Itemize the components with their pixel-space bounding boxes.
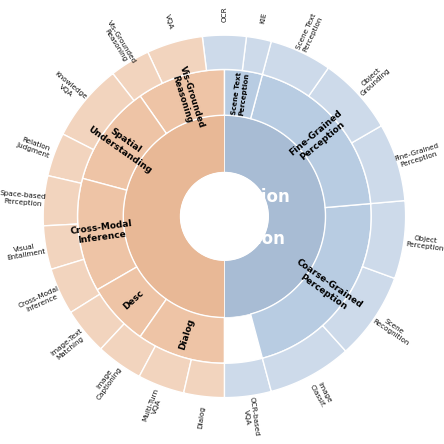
Text: Relation
Judgment: Relation Judgment	[16, 135, 53, 159]
Text: Object
Perception: Object Perception	[405, 234, 444, 252]
Polygon shape	[352, 126, 405, 203]
Polygon shape	[140, 70, 224, 134]
Polygon shape	[250, 75, 371, 207]
Polygon shape	[224, 70, 262, 119]
Text: Scene Text
Perception: Scene Text Perception	[296, 13, 324, 54]
Text: Scene
Recognition: Scene Recognition	[371, 312, 413, 347]
Text: Scene Text
Perception: Scene Text Perception	[231, 71, 250, 116]
Text: Visual
Entailment: Visual Entailment	[5, 242, 46, 262]
Polygon shape	[97, 267, 166, 337]
Polygon shape	[323, 266, 395, 351]
Text: Coarse-Grained
Perception: Coarse-Grained Perception	[288, 257, 364, 318]
Polygon shape	[101, 324, 155, 377]
Polygon shape	[250, 203, 371, 358]
Polygon shape	[63, 74, 134, 150]
Text: Dialog: Dialog	[197, 405, 206, 429]
Polygon shape	[148, 36, 206, 83]
Polygon shape	[224, 115, 325, 317]
Polygon shape	[140, 299, 224, 363]
Polygon shape	[71, 294, 124, 349]
Text: Image
Classif.: Image Classif.	[309, 380, 333, 408]
Text: Knowledge
VQA: Knowledge VQA	[49, 70, 88, 105]
Polygon shape	[224, 358, 271, 397]
Polygon shape	[202, 35, 246, 71]
Polygon shape	[262, 41, 328, 96]
Polygon shape	[123, 115, 224, 317]
Text: KIE: KIE	[259, 12, 267, 24]
Text: Fine-Grained
Perception: Fine-Grained Perception	[288, 108, 351, 165]
Text: Vis-Grounded
Reasoning: Vis-Grounded Reasoning	[168, 64, 206, 132]
Polygon shape	[48, 134, 94, 183]
Polygon shape	[184, 360, 224, 397]
Text: Perception: Perception	[189, 188, 290, 206]
Text: Cognition: Cognition	[195, 230, 285, 248]
Polygon shape	[44, 224, 84, 270]
Polygon shape	[309, 68, 381, 143]
Text: Space-based
Perception: Space-based Perception	[0, 190, 47, 207]
Polygon shape	[51, 259, 100, 313]
Text: Object
Grounding: Object Grounding	[355, 62, 392, 97]
Text: Desc: Desc	[121, 289, 145, 312]
Text: Vis-Grounded
Reasoning: Vis-Grounded Reasoning	[100, 20, 137, 68]
Text: Cross-Modal
Inference: Cross-Modal Inference	[18, 285, 63, 315]
Text: Cross-Modal
Inference: Cross-Modal Inference	[69, 219, 134, 246]
Polygon shape	[362, 201, 406, 278]
Text: VQA: VQA	[164, 14, 174, 30]
Text: Dialog: Dialog	[178, 318, 196, 351]
Text: OCR: OCR	[222, 6, 227, 22]
Polygon shape	[139, 346, 191, 393]
Text: OCR-based
VQA: OCR-based VQA	[242, 396, 260, 437]
Text: Fine-Grained
Perception: Fine-Grained Perception	[393, 143, 441, 169]
Text: Multi-Turn
VQA: Multi-Turn VQA	[141, 387, 166, 424]
Polygon shape	[78, 178, 137, 290]
Text: Spatial
Understanding: Spatial Understanding	[86, 115, 159, 175]
Text: Image-Text
Matching: Image-Text Matching	[49, 328, 87, 362]
Polygon shape	[43, 176, 81, 226]
Polygon shape	[262, 325, 345, 392]
Polygon shape	[242, 36, 271, 75]
Text: Image
Captioning: Image Captioning	[91, 361, 123, 400]
Circle shape	[181, 173, 268, 260]
Polygon shape	[113, 52, 163, 101]
Polygon shape	[83, 96, 166, 190]
